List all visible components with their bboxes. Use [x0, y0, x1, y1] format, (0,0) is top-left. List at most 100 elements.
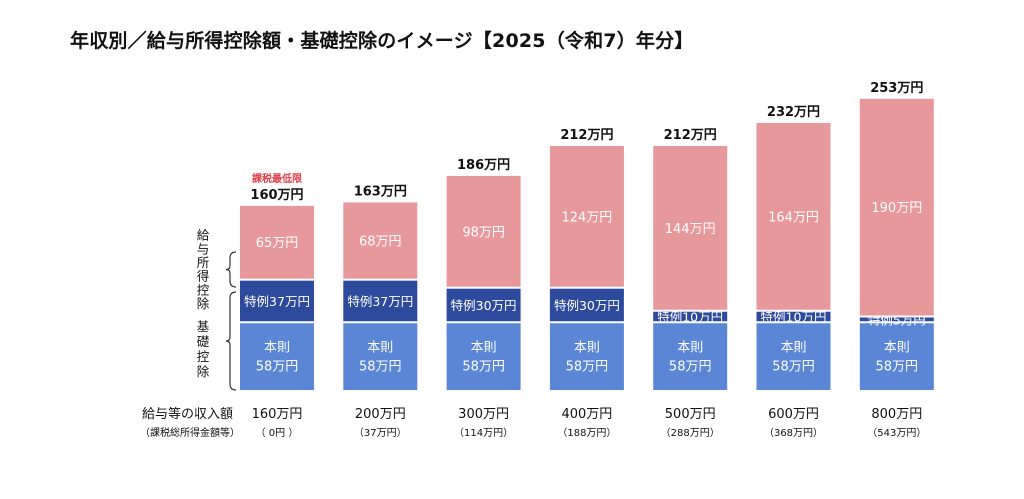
segment-label-honsoku: 本則	[677, 341, 703, 356]
bar-segment-honsoku	[446, 323, 521, 390]
segment-label-honsoku: 本則	[780, 341, 806, 356]
side-label-kyuyo-char: 給	[197, 228, 210, 243]
segment-label-honsoku: 本則	[264, 341, 290, 356]
side-label-kiso-char: 除	[197, 364, 210, 379]
total-label: 163万円	[354, 184, 407, 199]
x-tick-sublabel: （188万円）	[557, 427, 616, 439]
total-label: 212万円	[664, 128, 717, 143]
bar-segment-kyuyo	[240, 205, 314, 279]
bar-group-4: 本則 58万円 特例10万円 144万円 212万円	[653, 128, 728, 390]
annotation-label: 課税最低限	[252, 172, 303, 185]
side-label-kyuyo-char: 除	[197, 296, 210, 311]
x-tick-sublabel: （288万円）	[661, 427, 720, 439]
segment-value-kyuyo: 164万円	[768, 210, 819, 225]
bar-segment-tokurei	[653, 311, 728, 322]
x-tick-label: 600万円	[768, 407, 819, 422]
segment-value-kyuyo: 190万円	[871, 201, 922, 216]
side-label-kyuyo-char: 所	[197, 255, 210, 270]
bar-segment-honsoku	[549, 323, 624, 390]
side-label-kiso-char: 礎	[197, 334, 210, 349]
x-axis-label: 給与等の収入額	[142, 406, 233, 422]
total-label: 186万円	[457, 158, 510, 173]
segment-label-tokurei: 特例5万円	[868, 312, 926, 327]
segment-label-honsoku: 本則	[367, 341, 393, 356]
bar-segment-tokurei	[549, 288, 624, 322]
segment-value-kyuyo: 124万円	[561, 210, 612, 225]
x-tick-label: 200万円	[355, 407, 406, 422]
bar-group-2: 本則 58万円 特例30万円 98万円 186万円	[446, 158, 521, 390]
side-label-kyuyo-char: 与	[197, 241, 210, 256]
bar-group-5: 本則 58万円 特例10万円 164万円 232万円	[756, 105, 831, 390]
bar-segment-kyuyo	[653, 145, 728, 310]
segment-value-honsoku: 58万円	[256, 360, 299, 375]
total-label: 232万円	[767, 105, 820, 120]
chart-title: 年収別／給与所得控除額・基礎控除のイメージ【2025（令和7）年分】	[70, 30, 694, 52]
segment-value-honsoku: 58万円	[359, 360, 402, 375]
bar-segment-tokurei	[446, 288, 521, 322]
bar-segment-honsoku	[240, 323, 314, 390]
side-label-kyuyo: 給与所得控除	[197, 228, 210, 311]
segment-label-honsoku: 本則	[471, 341, 497, 356]
x-axis: 160万円 （ 0円 ） 200万円 （37万円） 300万円 （114万円） 400万円 （…	[140, 406, 926, 439]
side-label-kyuyo-text: 給与所得控除	[197, 228, 210, 311]
segment-value-kyuyo: 68万円	[359, 235, 402, 250]
bar-segment-tokurei	[859, 317, 934, 322]
bar-group-1: 本則 58万円 特例37万円 68万円 163万円	[343, 184, 418, 390]
side-label-kyuyo-char: 得	[197, 269, 210, 284]
x-tick-label: 500万円	[665, 407, 716, 422]
bar-segment-kyuyo	[756, 122, 831, 310]
bar-segment-kyuyo	[446, 175, 521, 287]
bar-segment-honsoku	[653, 323, 728, 390]
x-tick-sublabel: （543万円）	[867, 427, 926, 439]
segment-label-tokurei: 特例10万円	[761, 309, 827, 324]
segment-value-honsoku: 58万円	[669, 360, 712, 375]
side-bracket-kiso	[225, 291, 237, 391]
bar-segment-tokurei	[343, 280, 418, 322]
segment-value-kyuyo: 65万円	[256, 236, 299, 251]
segment-label-tokurei: 特例30万円	[554, 298, 620, 313]
total-label: 253万円	[870, 81, 923, 96]
x-tick-label: 300万円	[458, 407, 509, 422]
x-tick-sublabel: （368万円）	[764, 427, 823, 439]
x-tick-label: 800万円	[871, 407, 922, 422]
x-tick-sublabel: （ 0円 ）	[256, 427, 299, 439]
segment-label-tokurei: 特例37万円	[347, 294, 413, 309]
side-label-kyuyo-char: 控	[197, 282, 210, 297]
bar-segment-kyuyo	[343, 202, 418, 279]
bar-segment-tokurei	[756, 311, 831, 322]
side-label-kiso: 基礎控除	[197, 319, 210, 379]
segment-label-honsoku: 本則	[884, 341, 910, 356]
segment-value-kyuyo: 98万円	[462, 225, 505, 240]
segment-value-honsoku: 58万円	[566, 360, 609, 375]
total-label: 212万円	[560, 128, 613, 143]
x-tick-sublabel: （114万円）	[454, 427, 513, 439]
bar-group-3: 本則 58万円 特例30万円 124万円 212万円	[549, 128, 624, 390]
x-tick-label: 400万円	[561, 407, 612, 422]
bar-segment-tokurei	[240, 280, 314, 322]
segment-value-kyuyo: 144万円	[665, 222, 716, 237]
x-tick-sublabel: （37万円）	[354, 427, 407, 439]
total-label: 160万円	[250, 188, 303, 203]
bar-segment-kyuyo	[859, 98, 934, 316]
bar-segment-honsoku	[859, 323, 934, 390]
side-label-kiso-char: 控	[197, 349, 210, 364]
x-tick-label: 160万円	[252, 407, 303, 422]
side-bracket-kyuyo	[225, 251, 237, 288]
bar-segment-kyuyo	[549, 145, 624, 287]
side-label-kiso-char: 基	[197, 319, 210, 334]
bar-group-6: 本則 58万円 特例5万円 190万円 253万円	[859, 81, 934, 390]
segment-label-honsoku: 本則	[574, 341, 600, 356]
segment-value-honsoku: 58万円	[876, 360, 919, 375]
segment-value-honsoku: 58万円	[772, 360, 815, 375]
segment-label-tokurei: 特例10万円	[657, 309, 723, 324]
x-axis-sublabel: （課税総所得金額等）	[140, 426, 240, 439]
segment-value-honsoku: 58万円	[462, 360, 505, 375]
bar-segment-honsoku	[343, 323, 418, 390]
side-label-kiso-text: 基礎控除	[197, 319, 210, 379]
segment-label-tokurei: 特例30万円	[451, 298, 517, 313]
bar-group-0: 本則 58万円 特例37万円 65万円 160万円 課税最低限	[240, 172, 314, 390]
segment-label-tokurei: 特例37万円	[244, 294, 310, 309]
